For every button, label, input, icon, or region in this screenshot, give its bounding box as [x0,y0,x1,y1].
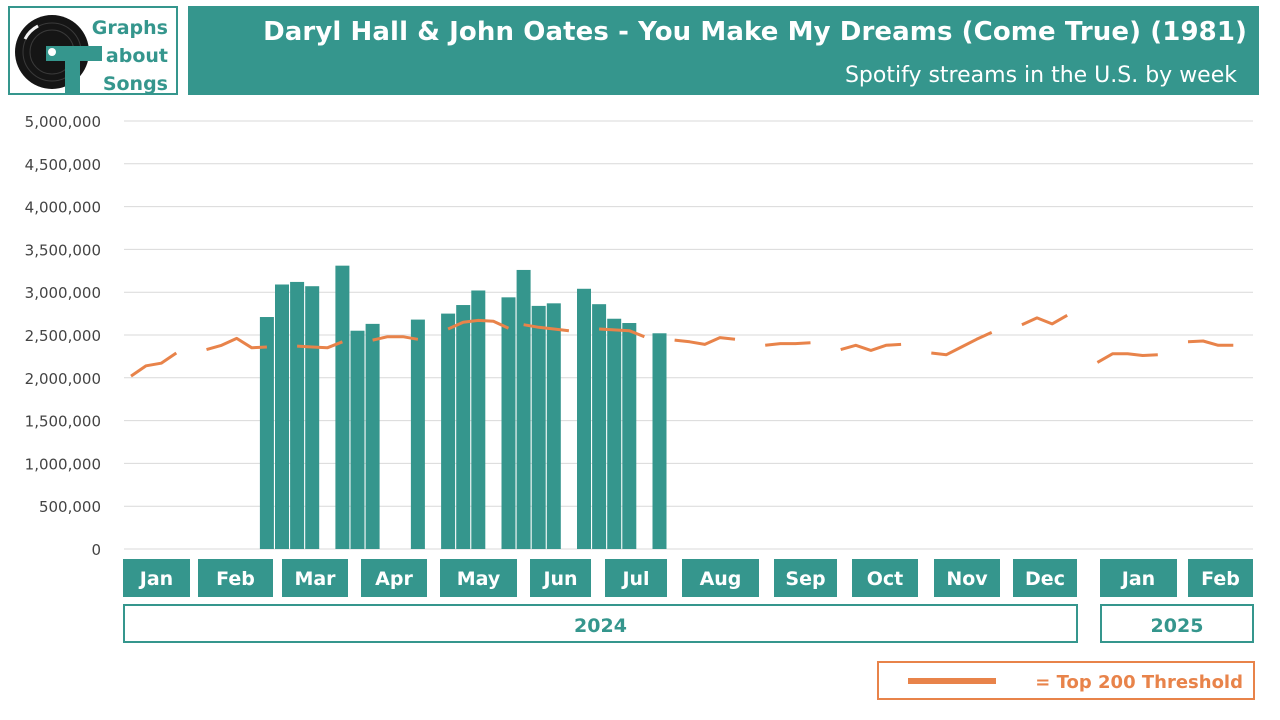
month-box [1188,559,1253,597]
y-tick-label: 2,000,000 [25,370,101,388]
y-tick-label: 1,000,000 [25,455,101,473]
stream-bar [652,333,667,549]
stream-bar [456,305,471,549]
stream-bar [275,284,289,549]
threshold-line [599,327,645,339]
stream-bar [410,319,425,549]
stream-bar [471,290,486,549]
logo-line: Songs [102,73,168,95]
y-tick-label: 0 [91,541,101,559]
stream-bar [259,317,274,549]
month-box [198,559,273,597]
threshold-line [674,336,736,346]
month-box [440,559,517,597]
month-label: Jun [541,568,577,590]
year-box [1100,604,1254,643]
month-label: May [457,568,501,590]
y-tick-label: 4,000,000 [25,199,101,217]
threshold-line [523,323,570,333]
month-box [123,559,190,597]
month-box [682,559,759,597]
legend-label: = Top 200 Threshold [1035,672,1243,693]
month-label: Dec [1025,568,1065,590]
logo-line: about [105,45,168,67]
threshold-line [1187,339,1234,347]
threshold-line [206,336,267,352]
y-tick-label: 4,500,000 [25,156,101,174]
y-tick-label: 500,000 [39,498,101,516]
threshold-line [447,318,510,331]
stream-bar [335,265,350,549]
year-label: 2024 [574,615,627,637]
vinyl-record-icon [15,15,102,94]
threshold-line [297,340,343,350]
stream-bar [577,288,591,549]
month-box [282,559,348,597]
month-box [1100,559,1177,597]
y-tick-label: 3,000,000 [25,284,101,302]
threshold-line [931,331,993,357]
y-tick-label: 3,500,000 [25,241,101,259]
month-label: Aug [700,568,742,590]
month-label: Apr [375,568,413,590]
stream-bar [531,305,546,549]
month-box [1013,559,1077,597]
month-box [530,559,591,597]
threshold-line [130,351,178,378]
logo: Graphs about Songs [8,6,178,95]
stream-bar [441,313,456,549]
logo-text: Graphs about Songs [92,14,168,98]
header-band: Daryl Hall & John Oates - You Make My Dr… [188,6,1259,95]
y-tick-label: 1,500,000 [25,413,101,431]
month-label: Oct [867,568,904,590]
logo-line: Graphs [91,17,168,39]
stream-bar [622,323,637,549]
threshold-line [765,341,811,347]
month-label: Nov [946,568,988,590]
chart-title: Daryl Hall & John Oates - You Make My Dr… [263,17,1247,47]
stream-bar [501,297,516,549]
stream-bar [592,304,607,549]
month-label: Jan [1120,568,1155,590]
stream-bar [305,286,320,549]
stream-bar [546,303,561,549]
threshold-line [1021,313,1068,327]
chart-subtitle: Spotify streams in the U.S. by week [844,63,1237,88]
stream-bar [290,281,305,549]
stream-bar [516,269,531,549]
stream-bar [365,323,380,549]
threshold-line [840,342,902,352]
month-box [934,559,1000,597]
stream-bar [350,330,365,549]
month-box [774,559,837,597]
y-tick-label: 2,500,000 [25,327,101,345]
threshold-line [372,335,419,342]
threshold-line [1096,352,1158,364]
stream-bar [607,318,622,549]
year-label: 2025 [1151,615,1204,637]
month-box [852,559,918,597]
month-label: Feb [216,568,255,590]
month-label: Jan [138,568,173,590]
month-box [361,559,427,597]
month-label: Feb [1201,568,1240,590]
month-box [605,559,667,597]
month-label: Mar [294,568,336,590]
month-label: Jul [620,568,649,590]
month-label: Sep [785,568,825,590]
year-box [123,604,1078,643]
y-tick-label: 5,000,000 [25,113,101,131]
